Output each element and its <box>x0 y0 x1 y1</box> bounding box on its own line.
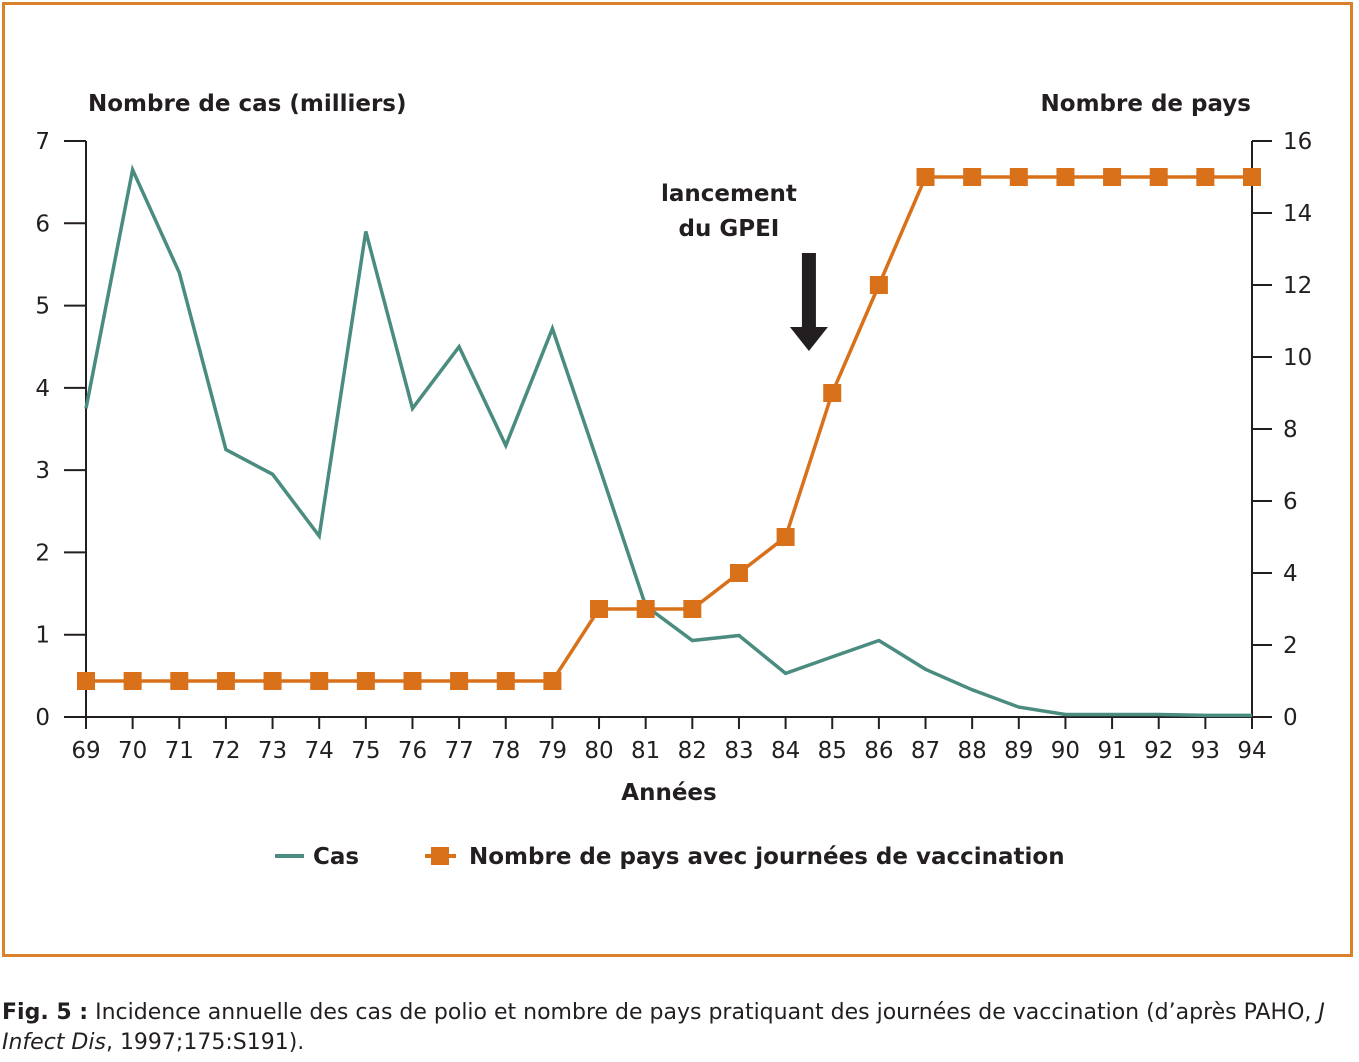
x-tick-label: 80 <box>584 738 613 764</box>
data-point-nombre-pays <box>963 168 982 186</box>
caption-journal: J Infect Dis <box>2 1000 1325 1055</box>
y-right-tick-label: 4 <box>1283 561 1298 587</box>
data-point-nombre-pays <box>356 672 375 690</box>
caption-text: Incidence annuelle des cas de polio et n… <box>88 1000 1319 1025</box>
data-point-nombre-pays <box>916 168 935 186</box>
data-point-nombre-pays <box>216 672 235 690</box>
data-point-nombre-pays <box>1103 168 1122 186</box>
data-point-nombre-pays <box>170 672 189 690</box>
annotation-line-2: du GPEI <box>678 216 779 242</box>
x-tick-label: 89 <box>1004 738 1033 764</box>
x-tick-label: 74 <box>305 738 334 764</box>
data-point-nombre-pays <box>123 672 142 690</box>
y-axis-left-label: Nombre de cas (milliers) <box>88 91 407 117</box>
y-right-tick-label: 12 <box>1283 273 1312 299</box>
x-tick-label: 75 <box>351 738 380 764</box>
y-axis-right-ticks: 0 2 4 6 8 10 12 14 16 <box>1252 129 1312 731</box>
arrow-shaft <box>801 253 816 329</box>
x-tick-label: 73 <box>258 738 287 764</box>
y-left-tick-label: 0 <box>35 705 50 731</box>
x-tick-label: 94 <box>1237 738 1266 764</box>
data-point-nombre-pays <box>496 672 515 690</box>
annotation-line-1: lancement <box>661 181 797 207</box>
x-tick-label: 79 <box>538 738 567 764</box>
chart: Nombre de cas (milliers) Nombre de pays … <box>35 91 1312 870</box>
x-tick-label: 92 <box>1144 738 1173 764</box>
data-point-nombre-pays <box>776 528 795 546</box>
data-point-nombre-pays <box>1196 168 1215 186</box>
legend-label-nombre-pays: Nombre de pays avec journées de vaccinat… <box>469 844 1065 870</box>
y-left-tick-label: 5 <box>35 294 50 320</box>
caption-text-end: , 1997;175:S191). <box>105 1030 305 1055</box>
x-tick-label: 90 <box>1051 738 1080 764</box>
x-tick-label: 87 <box>911 738 940 764</box>
data-point-nombre-pays <box>729 564 748 582</box>
down-arrow-icon <box>789 253 828 351</box>
data-point-nombre-pays <box>636 600 655 618</box>
data-point-nombre-pays <box>263 672 282 690</box>
x-tick-label: 84 <box>771 738 800 764</box>
x-tick-label: 71 <box>165 738 194 764</box>
x-axis-ticks: 69 70 71 72 73 74 75 76 77 78 79 80 81 82 83 84 85 86 87 88… <box>71 717 1267 764</box>
x-tick-label: 78 <box>491 738 520 764</box>
x-tick-label: 86 <box>864 738 893 764</box>
x-tick-label: 77 <box>444 738 473 764</box>
y-right-tick-label: 6 <box>1283 489 1298 515</box>
x-tick-label: 93 <box>1191 738 1220 764</box>
x-tick-label: 88 <box>958 738 987 764</box>
x-axis-label: Années <box>621 780 716 806</box>
y-left-tick-label: 4 <box>35 376 50 402</box>
arrow-head <box>789 327 828 351</box>
data-point-nombre-pays <box>683 600 702 618</box>
y-left-tick-label: 3 <box>35 458 50 484</box>
axes <box>85 141 1253 718</box>
y-right-tick-label: 14 <box>1283 201 1312 227</box>
x-tick-label: 85 <box>818 738 847 764</box>
data-point-nombre-pays <box>1243 168 1261 186</box>
legend-label-cas: Cas <box>313 844 359 870</box>
figure-caption: Fig. 5 : Incidence annuelle des cas de p… <box>2 998 1357 1058</box>
data-point-nombre-pays <box>1149 168 1168 186</box>
annotation-gpei: lancement du GPEI <box>661 181 828 351</box>
y-left-tick-label: 1 <box>35 623 50 649</box>
x-tick-label: 76 <box>398 738 427 764</box>
y-right-tick-label: 10 <box>1283 345 1312 371</box>
x-tick-label: 69 <box>71 738 100 764</box>
series-layer <box>77 164 1261 718</box>
y-right-tick-label: 16 <box>1283 129 1312 155</box>
legend-item-cas: Cas <box>275 844 359 870</box>
data-point-nombre-pays <box>869 276 888 294</box>
y-left-tick-label: 2 <box>35 540 50 566</box>
x-tick-label: 81 <box>631 738 660 764</box>
series-line-cas <box>84 164 1252 718</box>
y-axis-left-ticks: 0 1 2 3 4 5 6 7 <box>35 129 86 731</box>
data-point-nombre-pays <box>1056 168 1075 186</box>
data-point-nombre-pays <box>1009 168 1028 186</box>
legend-item-nombre-pays: Nombre de pays avec journées de vaccinat… <box>425 844 1065 870</box>
data-point-nombre-pays <box>403 672 422 690</box>
caption-label: Fig. 5 : <box>2 1000 89 1025</box>
x-tick-label: 82 <box>678 738 707 764</box>
data-point-nombre-pays <box>590 600 609 618</box>
chart-frame <box>2 2 1353 957</box>
data-point-nombre-pays <box>77 672 95 690</box>
x-tick-label: 70 <box>118 738 147 764</box>
y-left-tick-label: 6 <box>35 211 50 237</box>
y-axis-right-label: Nombre de pays <box>1041 91 1251 117</box>
y-right-tick-label: 2 <box>1283 633 1298 659</box>
x-tick-label: 83 <box>724 738 753 764</box>
y-right-tick-label: 8 <box>1283 417 1298 443</box>
y-left-tick-label: 7 <box>35 129 50 155</box>
data-point-nombre-pays <box>823 384 842 402</box>
data-point-nombre-pays <box>310 672 329 690</box>
data-point-nombre-pays <box>543 672 562 690</box>
data-point-nombre-pays <box>450 672 469 690</box>
y-right-tick-label: 0 <box>1283 705 1298 731</box>
series-line-nombre-pays <box>86 175 1252 683</box>
x-tick-label: 72 <box>211 738 240 764</box>
legend-marker-square-icon <box>431 847 449 865</box>
x-tick-label: 91 <box>1097 738 1126 764</box>
legend: Cas Nombre de pays avec journées de vacc… <box>275 844 1065 870</box>
